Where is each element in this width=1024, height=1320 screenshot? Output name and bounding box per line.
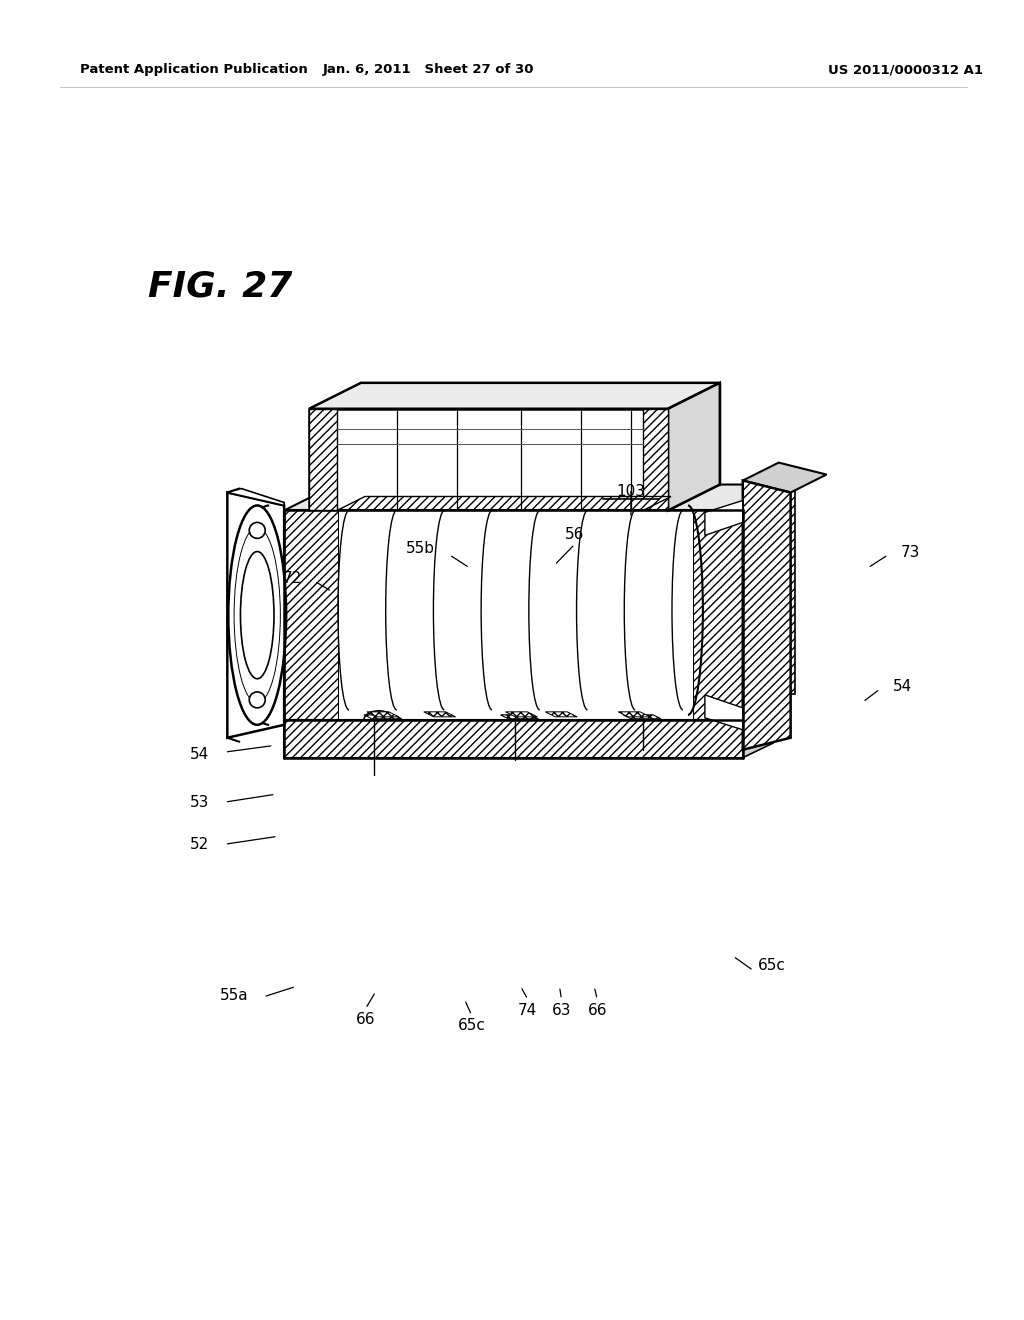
Text: 56: 56 [565,528,585,543]
Text: 74: 74 [518,1003,538,1018]
Polygon shape [309,383,720,409]
Polygon shape [309,409,668,511]
Polygon shape [309,409,337,511]
Text: US 2011/0000312 A1: US 2011/0000312 A1 [827,63,982,77]
Polygon shape [705,694,742,730]
Polygon shape [668,383,720,511]
Text: 54: 54 [190,747,209,762]
Text: 65c: 65c [458,1018,485,1034]
Text: Patent Application Publication: Patent Application Publication [80,63,307,77]
Text: 65c: 65c [758,958,785,973]
Polygon shape [705,500,742,536]
Polygon shape [284,484,360,511]
Ellipse shape [249,692,265,708]
Ellipse shape [249,523,265,539]
Polygon shape [618,711,650,717]
Ellipse shape [228,506,286,725]
Polygon shape [668,484,795,511]
Polygon shape [284,511,339,719]
Polygon shape [424,711,456,717]
Polygon shape [742,462,826,492]
Text: 66: 66 [355,1012,375,1027]
Polygon shape [284,719,742,758]
Text: 73: 73 [900,545,920,560]
Polygon shape [364,715,401,719]
Text: 103: 103 [616,484,645,499]
Text: 55b: 55b [407,541,435,556]
Polygon shape [339,511,693,719]
Text: Jan. 6, 2011   Sheet 27 of 30: Jan. 6, 2011 Sheet 27 of 30 [323,63,535,77]
Polygon shape [360,383,720,484]
Polygon shape [337,496,671,511]
Text: 66: 66 [588,1003,607,1018]
Text: 52: 52 [190,837,209,851]
Polygon shape [227,492,284,738]
Polygon shape [624,715,662,719]
Polygon shape [367,711,398,717]
Text: 54: 54 [893,678,912,694]
Polygon shape [506,711,538,717]
Ellipse shape [241,552,274,678]
Polygon shape [643,409,668,511]
Text: 63: 63 [552,1003,571,1018]
Polygon shape [546,711,578,717]
Text: 53: 53 [189,795,209,809]
Polygon shape [336,484,795,694]
Text: 55a: 55a [219,989,248,1003]
Text: FIG. 27: FIG. 27 [147,269,292,304]
Polygon shape [284,743,774,758]
Text: 72: 72 [283,572,302,586]
Polygon shape [227,488,284,506]
Polygon shape [693,511,742,719]
Polygon shape [742,480,791,750]
Polygon shape [501,715,539,719]
